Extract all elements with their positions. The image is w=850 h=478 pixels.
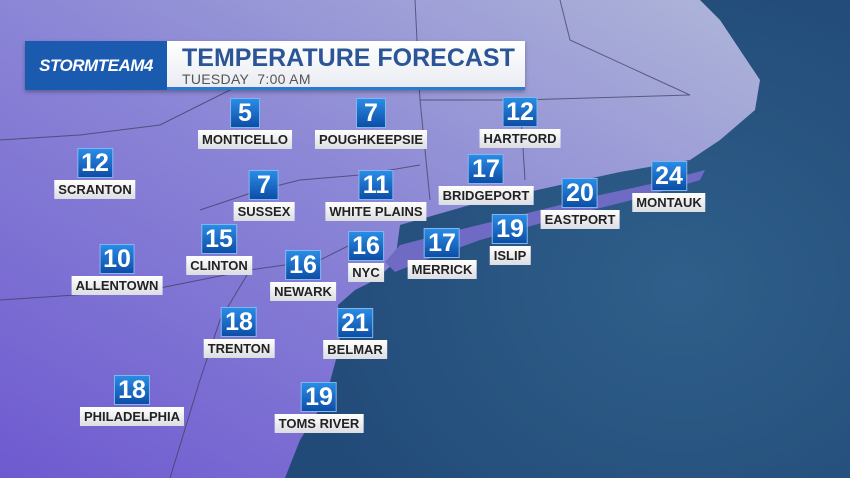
station-label: BELMAR: [323, 340, 387, 359]
station-label: MERRICK: [407, 260, 477, 279]
temperature: 11: [358, 170, 394, 200]
temperature: 10: [99, 244, 135, 274]
station-label: MONTAUK: [632, 193, 706, 212]
station-label: SCRANTON: [54, 180, 136, 199]
stormteam4-logo: STORMTEAM4: [25, 41, 167, 90]
station-newark: 16 NEWARK: [270, 250, 336, 301]
station-philadelphia: 18 PHILADELPHIA: [79, 375, 185, 426]
temperature: 20: [562, 178, 598, 208]
station-label: WHITE PLAINS: [325, 202, 427, 221]
page-title: TEMPERATURE FORECAST: [182, 44, 515, 72]
station-trenton: 18 TRENTON: [203, 307, 275, 358]
station-eastport: 20 EASTPORT: [540, 178, 620, 229]
temperature: 16: [348, 231, 384, 261]
station-label: ALLENTOWN: [71, 276, 163, 295]
temperature: 15: [201, 224, 237, 254]
forecast-header: STORMTEAM4 TEMPERATURE FORECAST TUESDAY …: [25, 41, 525, 90]
station-allentown: 10 ALLENTOWN: [71, 244, 163, 295]
station-monticello: 5 MONTICELLO: [198, 98, 292, 149]
station-montauk: 24 MONTAUK: [632, 161, 706, 212]
temperature: 7: [249, 170, 279, 200]
temperature: 19: [492, 214, 528, 244]
title-box: TEMPERATURE FORECAST TUESDAY 7:00 AM: [167, 41, 525, 90]
temperature: 18: [221, 307, 257, 337]
station-sussex: 7 SUSSEX: [233, 170, 295, 221]
station-label: PHILADELPHIA: [79, 407, 185, 426]
station-label: MONTICELLO: [198, 130, 292, 149]
station-clinton: 15 CLINTON: [186, 224, 252, 275]
station-scranton: 12 SCRANTON: [54, 148, 136, 199]
temperature: 17: [468, 154, 504, 184]
temperature: 12: [77, 148, 113, 178]
station-label: SUSSEX: [233, 202, 295, 221]
station-label: NEWARK: [270, 282, 336, 301]
station-merrick: 17 MERRICK: [407, 228, 477, 279]
forecast-time: TUESDAY 7:00 AM: [182, 71, 311, 87]
station-nyc: 16 NYC: [348, 231, 384, 282]
temperature: 5: [230, 98, 260, 128]
temperature: 17: [424, 228, 460, 258]
station-toms-river: 19 TOMS RIVER: [274, 382, 364, 433]
temperature: 18: [114, 375, 150, 405]
station-poughkeepsie: 7 POUGHKEEPSIE: [314, 98, 428, 149]
temperature: 16: [285, 250, 321, 280]
temperature: 24: [651, 161, 687, 191]
station-label: BRIDGEPORT: [438, 186, 534, 205]
station-label: ISLIP: [489, 246, 531, 265]
station-bridgeport: 17 BRIDGEPORT: [438, 154, 534, 205]
station-label: POUGHKEEPSIE: [314, 130, 428, 149]
temperature: 21: [337, 308, 373, 338]
station-label: EASTPORT: [540, 210, 620, 229]
temperature: 12: [502, 97, 538, 127]
station-belmar: 21 BELMAR: [323, 308, 387, 359]
station-label: TOMS RIVER: [274, 414, 364, 433]
station-islip: 19 ISLIP: [489, 214, 531, 265]
ocean: [285, 0, 850, 478]
station-white-plains: 11 WHITE PLAINS: [325, 170, 427, 221]
station-label: CLINTON: [186, 256, 252, 275]
station-hartford: 12 HARTFORD: [479, 97, 561, 148]
station-label: HARTFORD: [479, 129, 561, 148]
station-label: NYC: [348, 263, 384, 282]
station-label: TRENTON: [203, 339, 275, 358]
temperature: 7: [356, 98, 386, 128]
temperature: 19: [301, 382, 337, 412]
